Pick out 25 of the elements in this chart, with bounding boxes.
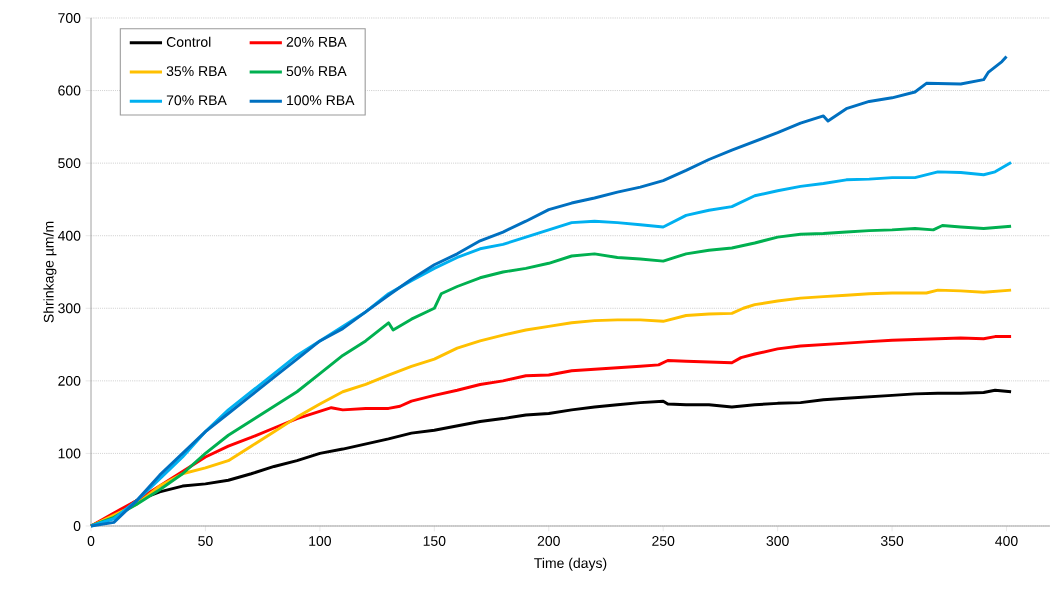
- x-tick-label: 400: [995, 536, 1018, 546]
- x-tick-label: 100: [309, 536, 332, 546]
- x-axis-title: Time (days): [534, 557, 607, 571]
- y-tick-label: 200: [58, 375, 81, 386]
- x-tick-label: 150: [423, 536, 446, 546]
- legend-label: 100% RBA: [287, 95, 355, 106]
- y-tick-label: 100: [58, 448, 81, 459]
- y-axis-title: Shrinkage µm/m: [43, 221, 57, 323]
- legend-label: 50% RBA: [286, 66, 347, 77]
- y-tick-label: 500: [58, 158, 81, 169]
- x-tick-label: 350: [880, 536, 904, 546]
- y-tick-label: 600: [58, 85, 81, 96]
- x-tick-label: 250: [652, 536, 675, 546]
- y-tick-label: 0: [73, 521, 81, 531]
- legend-label: Control: [166, 36, 211, 47]
- x-tick-label: 0: [87, 536, 95, 546]
- y-tick-label: 300: [58, 303, 81, 314]
- x-tick-label: 50: [198, 536, 213, 546]
- y-tick-label: 400: [57, 230, 81, 241]
- legend-label: 70% RBA: [166, 95, 227, 106]
- legend-label: 20% RBA: [286, 36, 347, 47]
- y-tick-label: 700: [58, 13, 81, 23]
- x-tick-label: 200: [537, 536, 560, 546]
- x-tick-label: 300: [766, 536, 789, 546]
- legend-label: 35% RBA: [166, 66, 227, 77]
